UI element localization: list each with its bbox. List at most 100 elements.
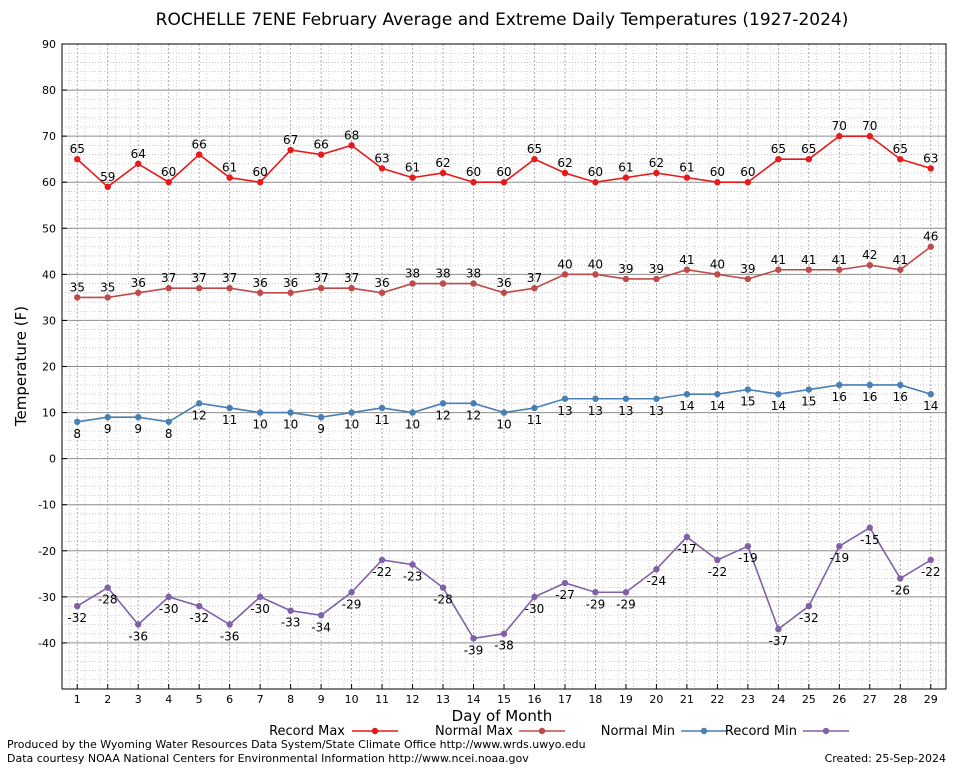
normal-min-data-label: 10 [496, 418, 511, 432]
y-tick-label: 60 [42, 176, 56, 189]
normal-max-point [561, 271, 569, 278]
normal-max-data-label: 41 [893, 253, 908, 267]
y-axis-ticks: 90 80 70 60 50 40 30 20 10 0 -10 -20 -30 -40 [38, 38, 67, 650]
record-max-point [714, 179, 721, 186]
record-max-data-label: 65 [893, 142, 908, 156]
normal-max-data-label: 40 [710, 257, 725, 271]
x-tick-label: 22 [710, 693, 724, 706]
x-tick-label: 21 [680, 693, 694, 706]
record-max-point [470, 179, 477, 186]
record-max-data-label: 63 [923, 151, 938, 165]
record-min-point [135, 621, 142, 628]
record-max-data-label: 62 [557, 156, 572, 170]
record-max-data-label: 66 [192, 138, 207, 152]
record-min-data-label: -22 [372, 565, 392, 579]
normal-max-point [256, 289, 264, 296]
normal-max-data-label: 36 [252, 276, 267, 290]
x-tick-label: 2 [104, 693, 111, 706]
record-max-data-label: 59 [100, 170, 115, 184]
record-max-data-label: 68 [344, 128, 359, 142]
record-min-data-label: -29 [342, 597, 362, 611]
normal-max-data-label: 35 [70, 280, 85, 294]
x-tick-label: 1 [74, 693, 81, 706]
normal-min-point [165, 418, 172, 425]
normal-max-data-label: 41 [679, 253, 694, 267]
normal-max-data-label: 39 [740, 262, 755, 276]
record-min-data-label: -32 [799, 611, 819, 625]
normal-min-data-label: 16 [832, 390, 847, 404]
normal-max-point [775, 266, 782, 273]
x-tick-label: 16 [527, 693, 541, 706]
record-min-data-label: -36 [220, 630, 240, 644]
x-tick-label: 17 [558, 693, 572, 706]
normal-min-point [561, 395, 569, 402]
record-min-point [195, 602, 203, 610]
record-max-data-label: 61 [618, 161, 633, 175]
record-min-data-label: -27 [555, 588, 575, 602]
normal-min-data-label: 10 [344, 418, 359, 432]
normal-min-point [470, 400, 477, 407]
x-tick-label: 23 [741, 693, 755, 706]
record-max-data-label: 60 [161, 165, 176, 179]
record-min-point [653, 566, 660, 573]
normal-max-point [866, 261, 873, 269]
record-max-point [805, 155, 813, 163]
record-min-point [805, 602, 813, 610]
normal-max-point [805, 266, 813, 273]
record-max-data-label: 62 [649, 156, 664, 170]
normal-max-data-label: 37 [313, 271, 328, 285]
x-tick-label: 12 [406, 693, 420, 706]
normal-max-point [500, 289, 508, 296]
x-axis-ticks: 1 2 3 4 5 6 7 8 9 10 11 12 13 14 15 16 17 18 19 20 21 22 23 24 2… [74, 684, 938, 706]
record-min-data-label: -38 [494, 639, 514, 653]
x-tick-label: 4 [165, 693, 172, 706]
normal-min-point [683, 390, 691, 398]
record-max-data-label: 60 [252, 165, 267, 179]
normal-min-point [897, 381, 904, 389]
record-min-data-label: -29 [586, 597, 606, 611]
normal-max-point [531, 284, 538, 292]
record-min-data-label: -36 [128, 630, 148, 644]
x-tick-label: 28 [893, 693, 907, 706]
record-max-point [74, 155, 81, 163]
normal-max-data-label: 37 [527, 271, 542, 285]
normal-max-point [470, 280, 477, 287]
normal-min-point [531, 404, 538, 412]
normal-min-data-label: 9 [104, 422, 112, 436]
normal-min-point [195, 400, 203, 407]
record-min-point [317, 612, 325, 619]
normal-max-data-label: 40 [557, 257, 572, 271]
normal-min-data-label: 14 [771, 399, 786, 413]
normal-min-data-label: 12 [192, 408, 207, 422]
normal-max-point [104, 294, 111, 301]
normal-max-data-label: 38 [466, 267, 481, 281]
record-max-data-label: 66 [313, 138, 328, 152]
record-min-point [378, 556, 386, 564]
record-min-data-label: -30 [159, 602, 179, 616]
x-tick-label: 3 [135, 693, 142, 706]
record-max-point [348, 142, 355, 149]
record-min-data-label: -28 [98, 593, 118, 607]
normal-min-point [378, 404, 386, 412]
record-max-point [135, 160, 142, 167]
record-max-point [927, 165, 934, 172]
normal-min-data-label: 8 [73, 427, 81, 441]
record-max-point [165, 179, 172, 186]
normal-min-point [866, 381, 873, 389]
record-min-point [714, 556, 721, 564]
x-tick-label: 13 [436, 693, 450, 706]
normal-min-point [317, 413, 325, 421]
record-max-point [561, 169, 569, 177]
x-axis-label: Day of Month [452, 707, 553, 725]
x-tick-label: 7 [257, 693, 264, 706]
y-tick-label: -20 [38, 545, 56, 558]
legend-marker-record-max [371, 727, 379, 735]
normal-min-data-label: 13 [618, 404, 633, 418]
y-tick-label: -30 [38, 591, 56, 604]
record-min-point [439, 584, 447, 591]
record-min-data-label: -34 [311, 620, 331, 634]
y-tick-label: -10 [38, 499, 56, 512]
record-max-data-label: 70 [862, 119, 877, 133]
normal-max-point [836, 266, 843, 273]
record-max-data-label: 60 [588, 165, 603, 179]
